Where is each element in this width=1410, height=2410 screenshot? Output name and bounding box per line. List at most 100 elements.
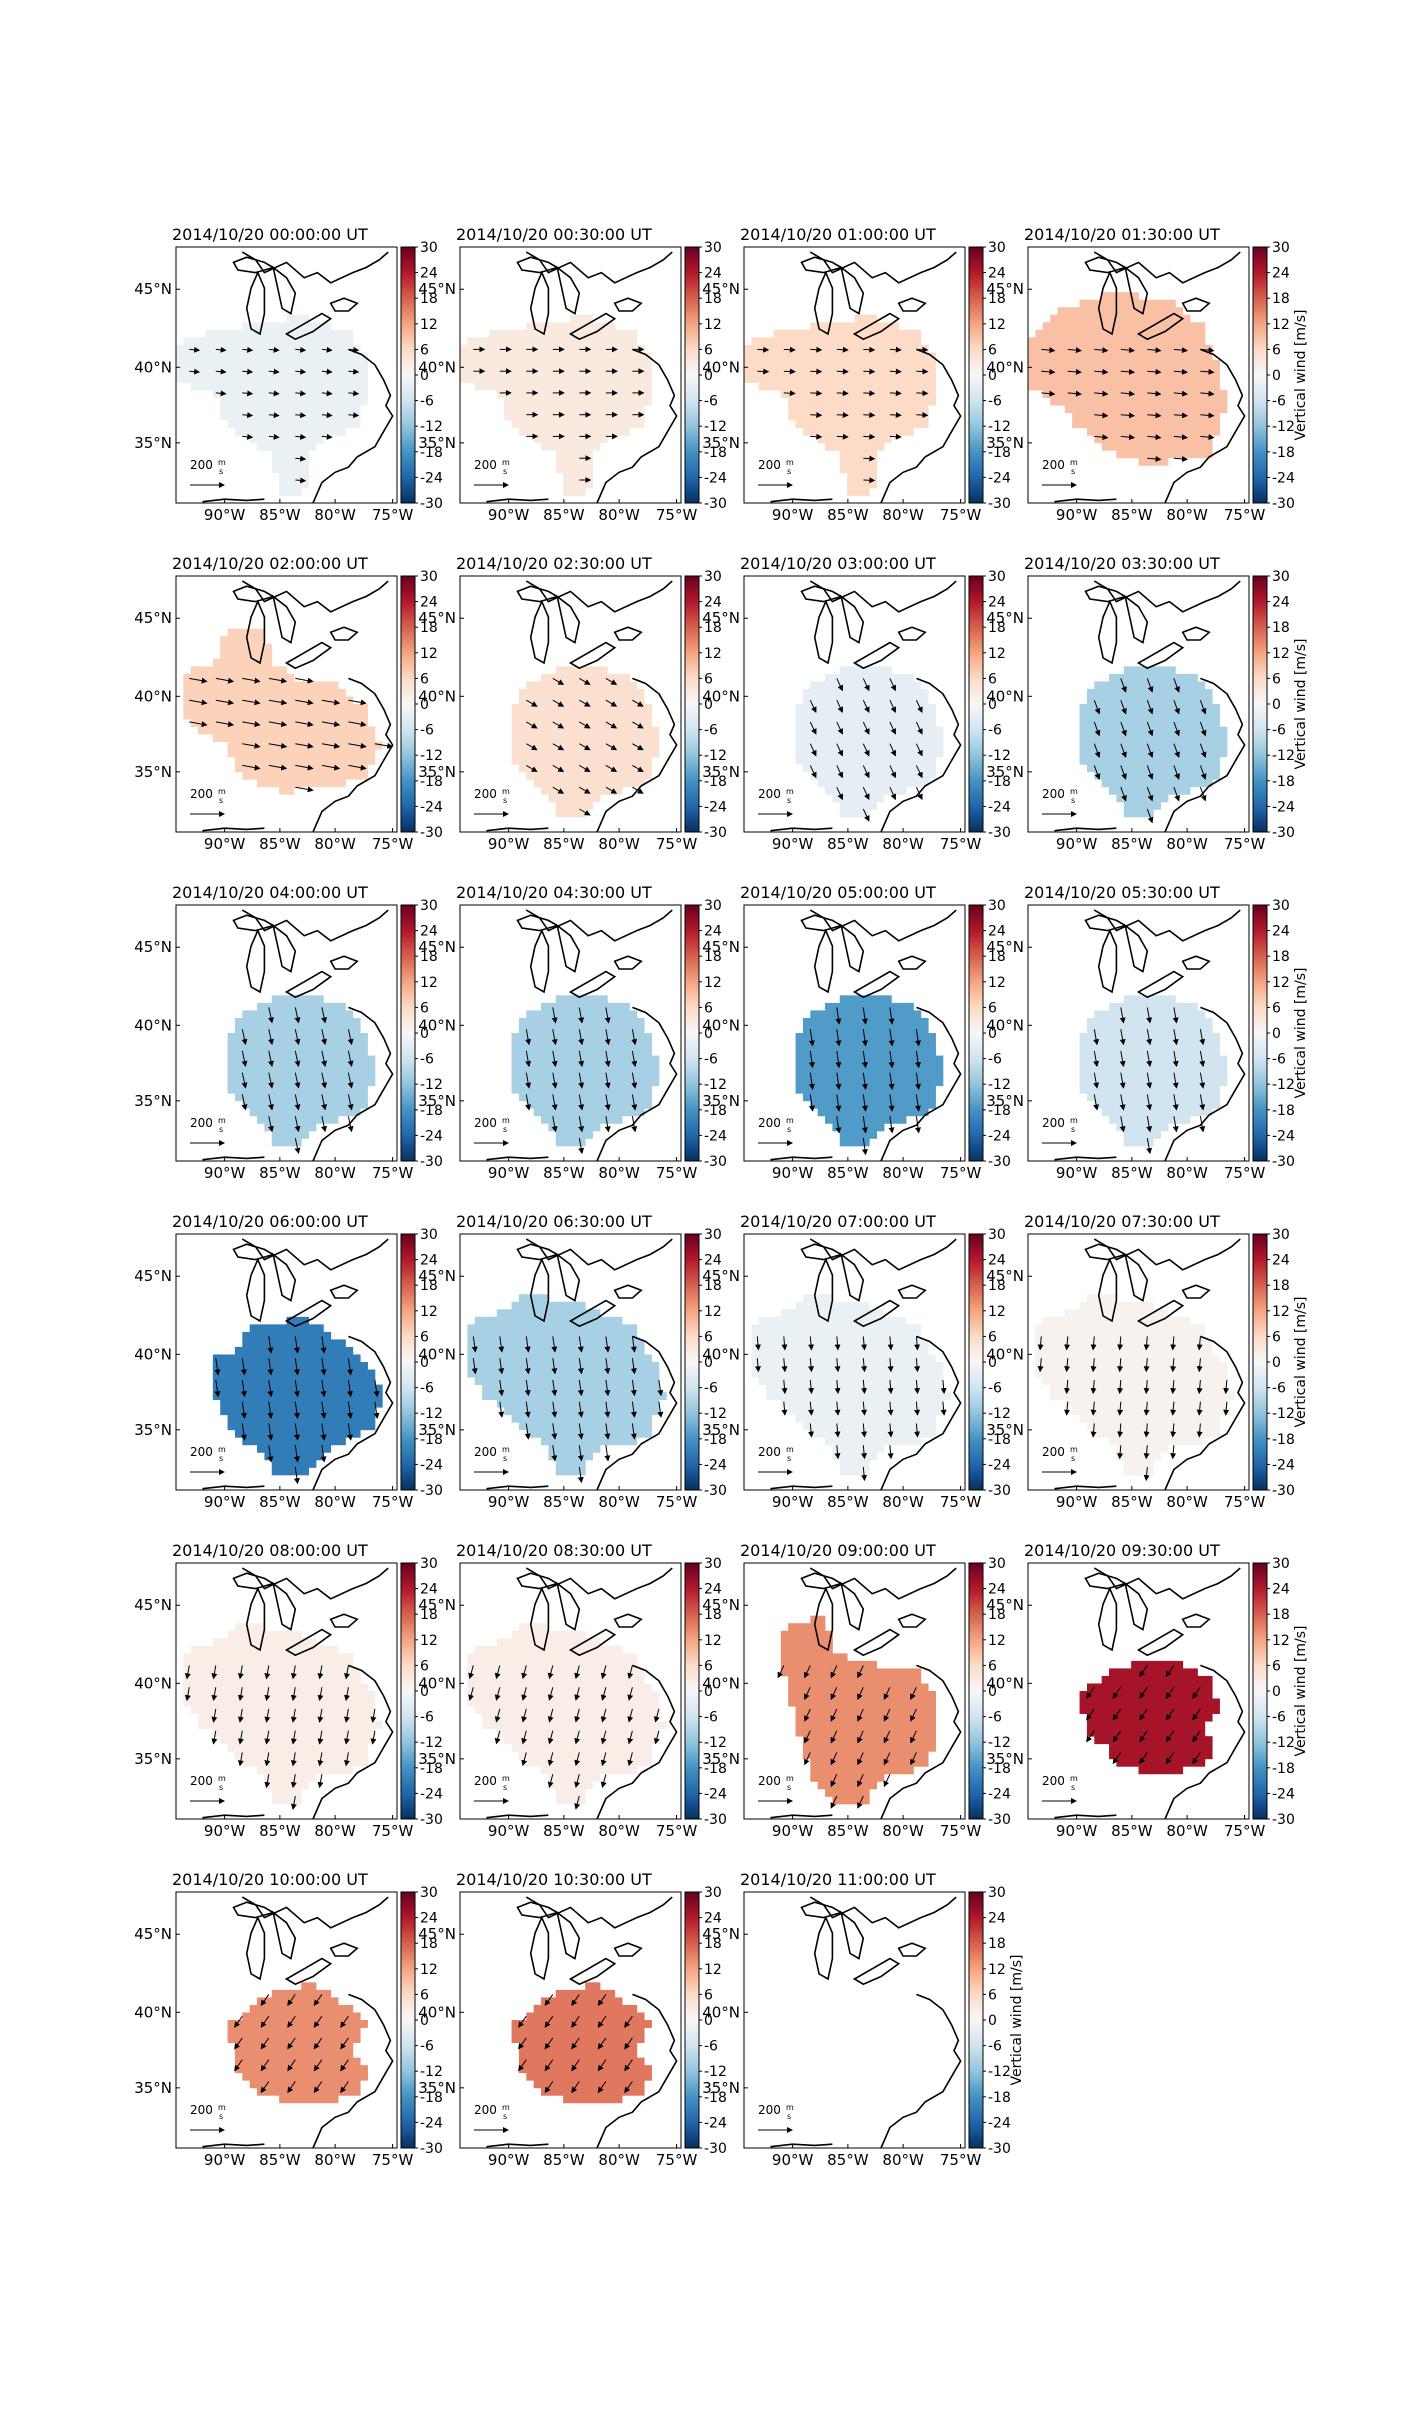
lake-outline — [897, 1613, 927, 1628]
coastline-north — [241, 251, 389, 284]
lat-tick-label: 40°N — [702, 1016, 740, 1034]
wind-vector — [777, 1665, 785, 1679]
lat-tick-label: 45°N — [986, 280, 1024, 298]
wind-vector — [1196, 1423, 1203, 1438]
wind-vector — [857, 1795, 864, 1809]
lon-tick-label: 90°W — [204, 835, 246, 853]
wind-vector — [547, 1687, 554, 1701]
lake-outline — [529, 270, 550, 336]
wind-vector — [268, 1050, 274, 1067]
colorbar-tick-label: 12 — [704, 317, 722, 333]
panel-title: 2014/10/20 05:00:00 UT — [740, 883, 936, 902]
map-panel: 2014/10/20 08:30:00 UT 200 ms 90°W 85°W 80°W 7… — [418, 1541, 727, 1840]
wind-vector — [547, 1730, 554, 1745]
wind-vector — [237, 1708, 244, 1723]
wind-vector — [571, 2059, 580, 2072]
colorbar-tick-label: -6 — [704, 1052, 718, 1068]
wind-vector — [1120, 412, 1135, 419]
colorbar: -30 -24 -18 -12 -6 0 6 12 18 24 30 Vertical wind [m… — [1252, 569, 1309, 841]
wind-vector — [754, 1358, 761, 1373]
wind-vector — [237, 1687, 244, 1702]
wind-vector — [578, 1094, 585, 1111]
coastline-south — [770, 498, 833, 503]
colorbar-tick-label: -18 — [988, 1103, 1011, 1119]
lon-tick-label: 90°W — [1056, 1493, 1098, 1511]
lat-tick-label: 45°N — [418, 1267, 456, 1285]
wind-vector — [1093, 1072, 1100, 1089]
coastline-north — [241, 1896, 389, 1929]
wind-vector — [1173, 721, 1180, 737]
wind-vector — [1119, 1050, 1126, 1068]
lake-outline — [852, 641, 901, 670]
wind-vector — [916, 390, 929, 397]
lon-tick-label: 75°W — [656, 1822, 698, 1840]
wind-vector — [1172, 1094, 1179, 1111]
wind-vector — [600, 1665, 607, 1680]
wind-vector — [215, 721, 235, 728]
wind-vector — [1199, 765, 1207, 780]
lon-tick-label: 85°W — [259, 506, 301, 524]
wind-vector — [290, 1752, 297, 1767]
wind-vector — [1165, 1665, 1175, 1678]
wind-vector — [889, 699, 897, 714]
lake-outline — [897, 1942, 927, 1957]
wind-vector — [578, 1072, 585, 1089]
lat-tick-label: 40°N — [986, 1345, 1024, 1363]
wind-vector — [1064, 1358, 1071, 1373]
coastline-south — [1054, 1156, 1117, 1161]
wind-vector — [1170, 1336, 1177, 1351]
wind-vector — [887, 1445, 894, 1460]
colorbar-tick-label: 0 — [1272, 697, 1281, 713]
wind-arrows — [526, 677, 644, 816]
colorbar-tick-label: -30 — [420, 1154, 443, 1170]
wind-vector — [888, 1007, 895, 1025]
lake-outline — [529, 928, 550, 994]
lon-tick-label: 90°W — [1056, 1822, 1098, 1840]
lon-tick-label: 85°W — [827, 2151, 869, 2169]
colorbar: -30 -24 -18 -12 -6 0 6 12 18 24 30 — [400, 1556, 443, 1828]
wind-arrows — [525, 1007, 638, 1155]
lon-tick-label: 75°W — [1224, 506, 1266, 524]
wind-vector — [1086, 1686, 1095, 1699]
wind-region — [795, 666, 944, 818]
colorbar-bar — [400, 575, 416, 833]
wind-vector — [835, 1094, 842, 1112]
lat-tick-label: 45°N — [702, 938, 740, 956]
colorbar-tick-label: 6 — [420, 671, 429, 687]
reference-vector-unit-den: s — [787, 1454, 791, 1463]
lon-tick-label: 80°W — [598, 835, 640, 853]
wind-arrows — [757, 346, 929, 484]
wind-vector — [237, 1752, 244, 1767]
wind-vector — [267, 1423, 274, 1441]
colorbar-tick-label: 12 — [420, 1633, 438, 1649]
colorbar-tick-label: 24 — [1272, 924, 1290, 940]
lon-tick-label: 85°W — [543, 1164, 585, 1182]
lon-tick-label: 75°W — [372, 835, 414, 853]
wind-vector — [1192, 1752, 1201, 1765]
wind-vector — [830, 1686, 838, 1701]
wind-vector — [240, 1358, 247, 1376]
wind-vector — [1120, 347, 1135, 354]
wind-vector — [320, 1423, 327, 1441]
coastline-north — [1093, 909, 1241, 942]
colorbar-bar — [1252, 1233, 1268, 1491]
colorbar-bar — [400, 1233, 416, 1491]
colorbar-tick-label: 30 — [420, 898, 438, 914]
lake-outline — [271, 1910, 297, 1960]
wind-vector — [1037, 1336, 1044, 1351]
colorbar-tick-label: 18 — [988, 620, 1006, 636]
colorbar-tick-label: -30 — [420, 496, 443, 512]
coastline-north — [809, 251, 957, 284]
lat-tick-label: 45°N — [134, 1925, 172, 1943]
wind-vector — [1170, 1445, 1177, 1460]
colorbar-tick-label: 12 — [420, 317, 438, 333]
colorbar-tick-label: 30 — [1272, 1556, 1290, 1572]
wind-vector — [835, 1050, 842, 1069]
colorbar-tick-label: -24 — [988, 1457, 1011, 1473]
lake-outline — [232, 1901, 276, 1919]
reference-vector-label: 200 — [190, 2103, 213, 2117]
wind-vector — [267, 1379, 274, 1398]
wind-vector — [632, 743, 644, 751]
reference-vector-unit-num: m — [1070, 458, 1078, 467]
wind-vector — [348, 721, 367, 728]
